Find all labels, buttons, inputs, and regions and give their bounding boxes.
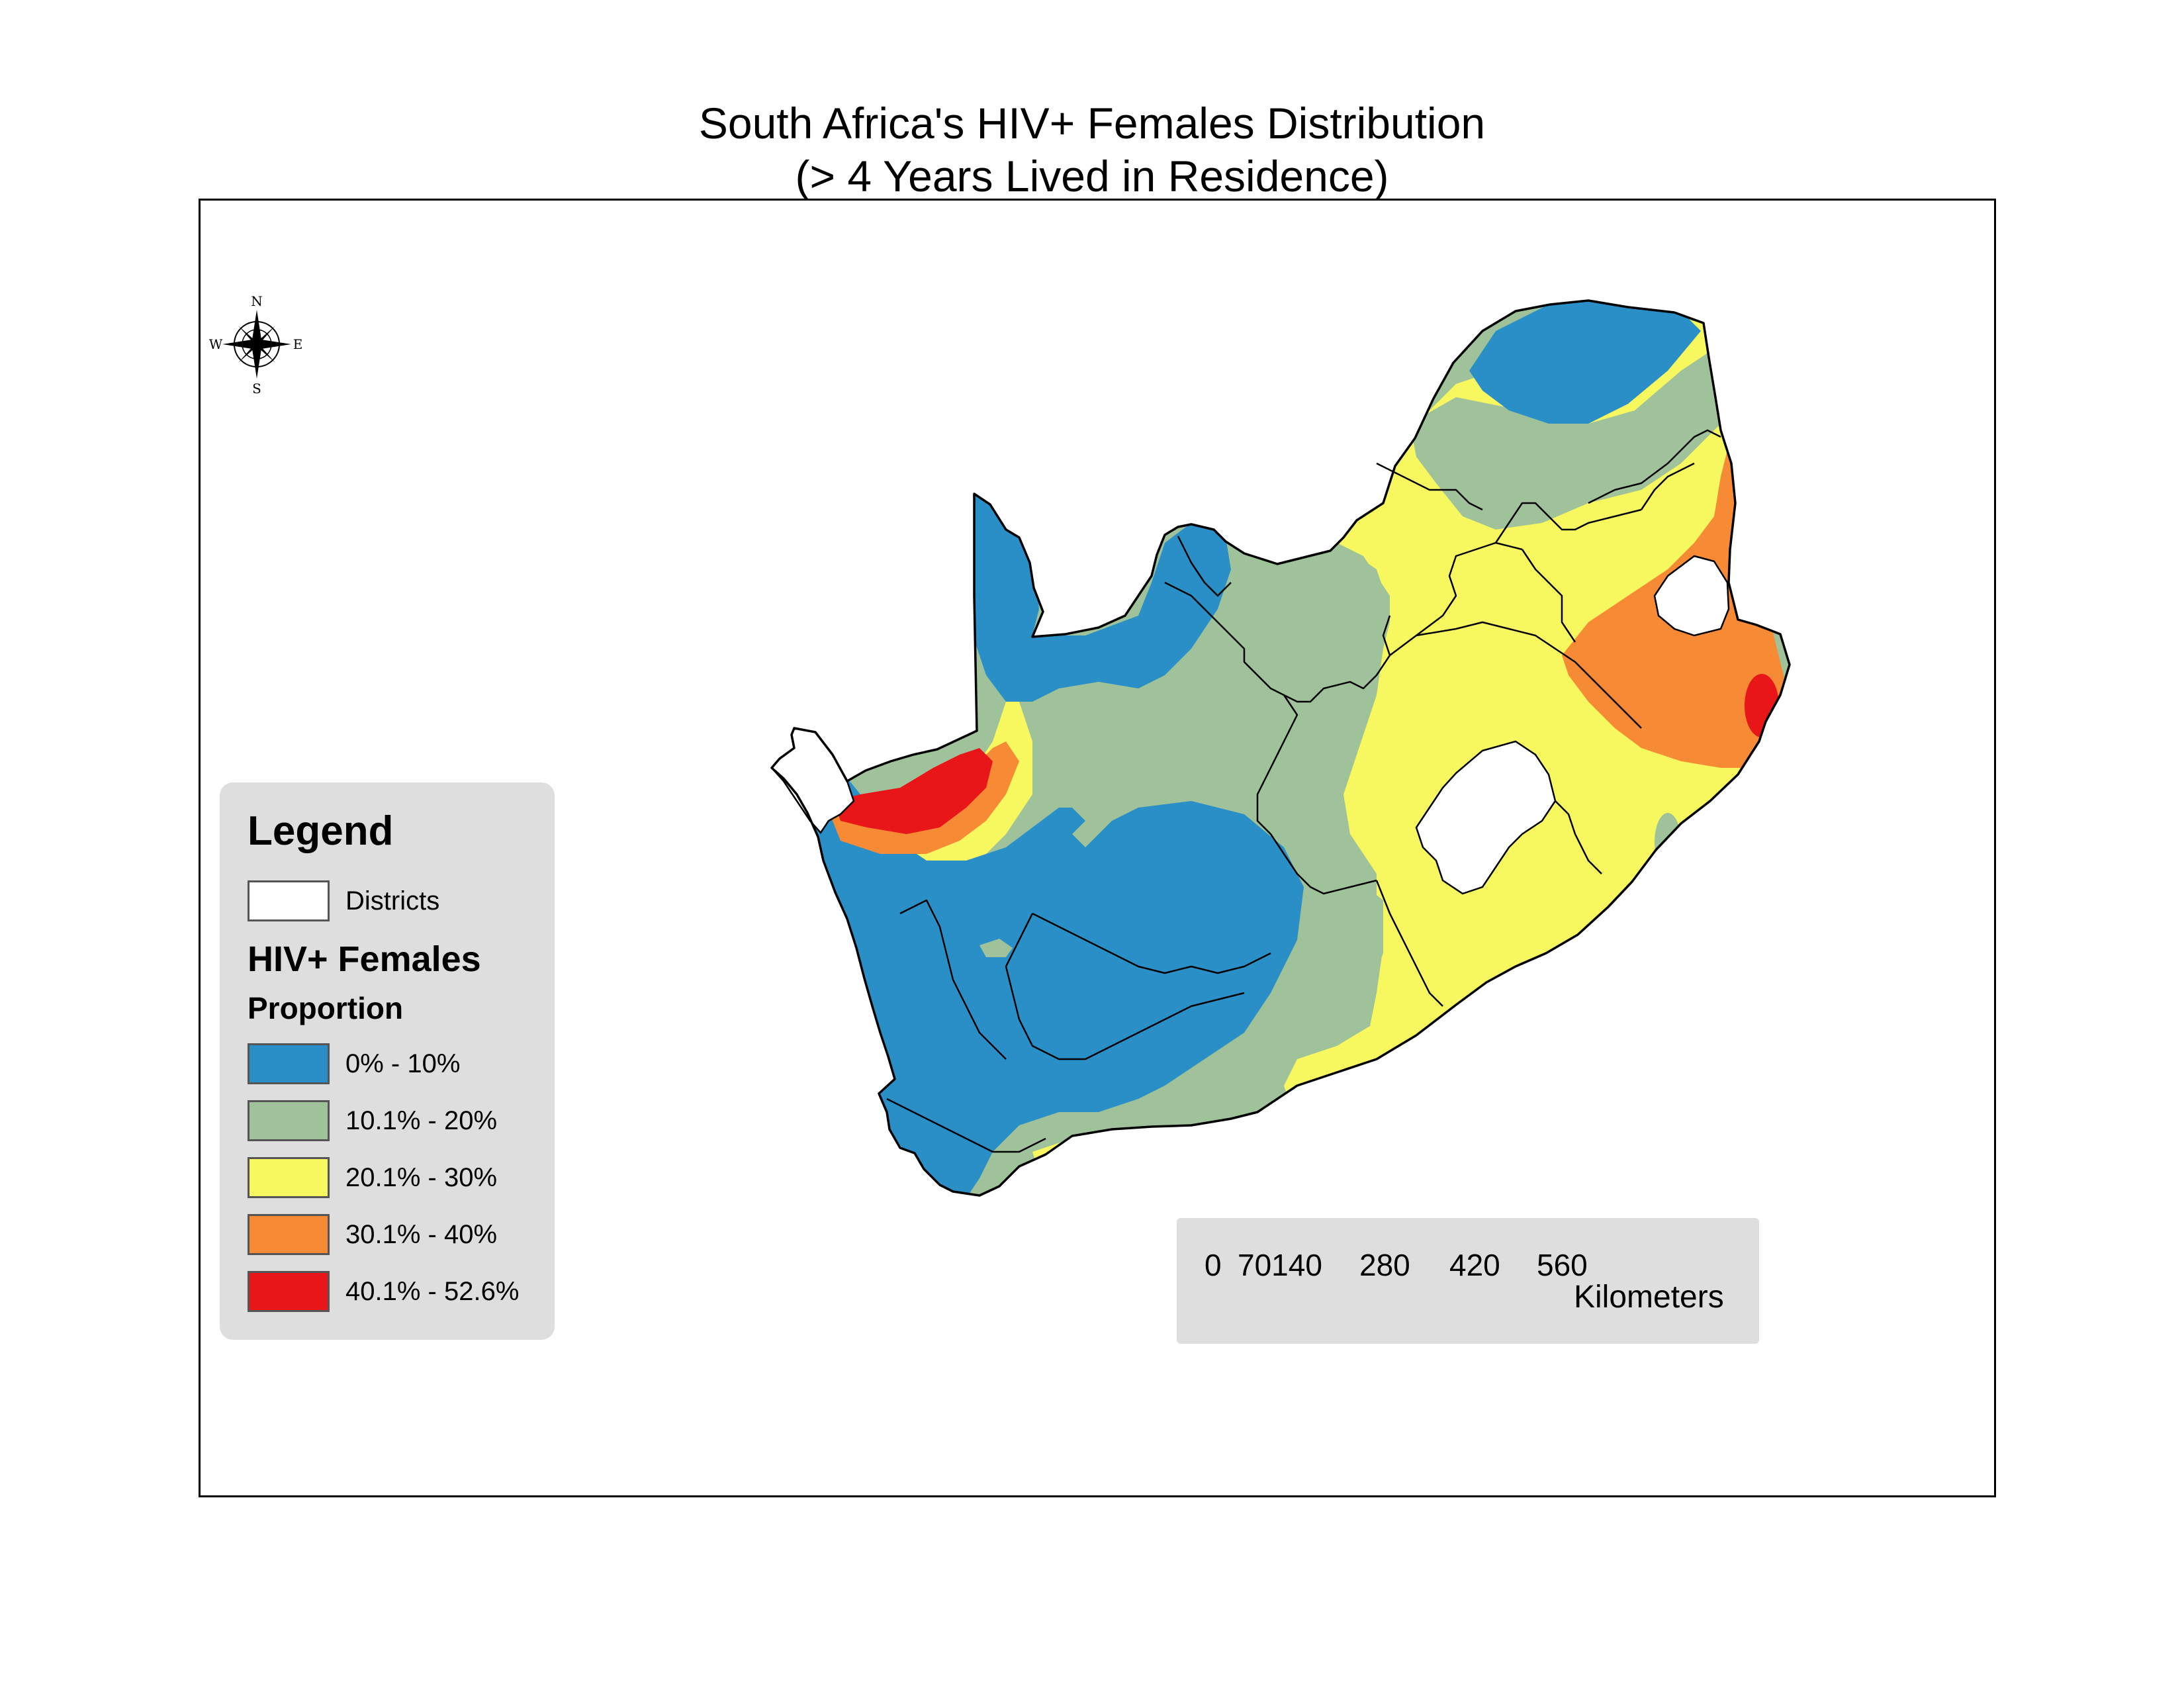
swaziland (1653, 555, 1730, 637)
legend-districts-label: Districts (345, 886, 440, 915)
compass-s-label: S (252, 381, 261, 397)
legend-label-class-2: 10.1% - 20% (345, 1106, 498, 1135)
map-title: South Africa's HIV+ Females Distribution (698, 99, 1486, 148)
zone-green-central (1046, 543, 1390, 1139)
scale-tick-1: 0 (1205, 1248, 1222, 1282)
zone-green-northeast (1410, 344, 1747, 530)
district-boundaries (886, 429, 1721, 1153)
zone-red-west (834, 748, 993, 834)
scale-tick-3: 280 (1359, 1248, 1410, 1282)
scale-tick-5: 560 (1537, 1248, 1588, 1282)
compass-w-label: W (209, 336, 223, 352)
zone-green-sespot (1655, 813, 1681, 871)
lesotho (1415, 740, 1557, 895)
compass-e-label: E (293, 336, 303, 352)
map-frame (199, 199, 1996, 1497)
scale-tick-2: 70140 (1238, 1248, 1322, 1282)
zone-blue-northwest (966, 490, 1231, 702)
legend-label-class-1: 0% - 10% (345, 1049, 461, 1078)
scale-bar-panel: 0 70140 280 420 560 Kilometers (1177, 1218, 1759, 1344)
legend-swatch-class-3 (248, 1157, 330, 1198)
legend-layer-title: HIV+ Females (248, 939, 481, 979)
zone-blue-west (788, 728, 1304, 1196)
south-africa-outline (770, 299, 1791, 1197)
legend-label-class-5: 40.1% - 52.6% (345, 1277, 520, 1306)
legend-districts-swatch (248, 880, 330, 921)
zone-orange-south (1085, 1153, 1125, 1165)
legend-swatch-class-1 (248, 1043, 330, 1084)
map-subtitle: (> 4 Years Lived in Residence) (795, 152, 1389, 201)
compass-n-label: N (251, 293, 263, 309)
legend-field-title: Proportion (248, 991, 404, 1025)
legend-label-class-3: 20.1% - 30% (345, 1163, 498, 1192)
zone-yellow-east (1284, 311, 1787, 1125)
legend-swatch-class-2 (248, 1100, 330, 1141)
legend-swatch-class-5 (248, 1271, 330, 1312)
scale-tick-4: 420 (1449, 1248, 1500, 1282)
legend-swatch-class-4 (248, 1214, 330, 1255)
legend-label-class-4: 30.1% - 40% (345, 1220, 498, 1249)
zone-blue-limpopo (1469, 301, 1701, 424)
scale-units-label: Kilometers (1574, 1280, 1724, 1315)
north-arrow-icon: N S E W (209, 293, 303, 397)
legend-panel: Legend Districts HIV+ Females Proportion… (220, 782, 555, 1340)
blue-lake (979, 939, 1013, 957)
legend-heading: Legend (248, 808, 394, 854)
